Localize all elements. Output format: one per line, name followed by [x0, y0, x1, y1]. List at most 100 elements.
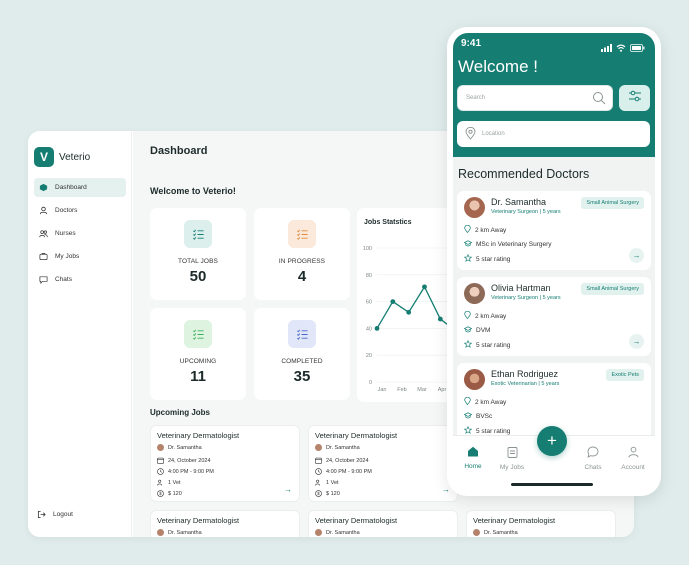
location-input[interactable]: Location	[457, 121, 650, 147]
chat-icon	[587, 446, 599, 460]
stat-label: IN PROGRESS	[278, 258, 326, 265]
x-tick-label: Feb	[397, 387, 406, 393]
arrow-right-icon[interactable]: →	[629, 248, 644, 263]
wifi-icon	[616, 39, 626, 57]
job-title: Veterinary Dermatologist	[157, 431, 240, 440]
y-tick-label: 100	[363, 246, 372, 252]
sidebar-item-label: My Jobs	[55, 253, 80, 260]
stat-label: COMPLETED	[281, 358, 323, 365]
checklist-icon	[184, 320, 212, 348]
data-point	[437, 316, 443, 322]
doctor-education: DVM	[476, 327, 491, 334]
specialty-badge: Exotic Pets	[606, 369, 644, 381]
star-icon	[463, 339, 473, 350]
calendar-icon	[315, 457, 322, 464]
sidebar-item-doctors[interactable]: Doctors	[34, 201, 126, 220]
job-time: 4:00 PM - 9:00 PM	[168, 468, 214, 475]
add-fab-button[interactable]: +	[537, 426, 567, 456]
job-title: Veterinary Dermatologist	[315, 431, 398, 440]
users-icon	[315, 479, 322, 486]
arrow-right-icon[interactable]: →	[442, 485, 450, 494]
graduation-cap-icon	[463, 412, 473, 421]
job-card[interactable]: Veterinary Dermatologist Dr. Samantha	[150, 510, 300, 537]
stat-label: TOTAL JOBS	[178, 258, 218, 265]
location-pin-icon	[465, 126, 476, 145]
doctor-education: BVSc	[476, 413, 493, 420]
doctor-rating: 5 star rating	[476, 341, 511, 349]
user-icon	[39, 206, 48, 215]
sidebar-item-my-jobs[interactable]: My Jobs	[34, 247, 126, 266]
status-icons	[601, 39, 645, 57]
job-card[interactable]: Veterinary Dermatologist Dr. Samantha	[466, 510, 616, 537]
app-logo[interactable]: V Veterio	[34, 147, 90, 167]
job-card[interactable]: Veterinary Dermatologist Dr. Samantha 24…	[308, 425, 458, 502]
avatar	[315, 444, 322, 451]
sidebar-item-dashboard[interactable]: Dashboard	[34, 178, 126, 197]
job-doctor: Dr. Samantha	[326, 529, 360, 536]
arrow-right-icon[interactable]: →	[629, 334, 644, 349]
graduation-cap-icon	[463, 326, 473, 335]
x-tick-label: Jan	[378, 387, 387, 393]
job-card[interactable]: Veterinary Dermatologist Dr. Samantha	[308, 510, 458, 537]
doctor-card[interactable]: Dr. Samantha Veterinary Surgeon | 5 year…	[457, 191, 651, 270]
stat-card-upcoming[interactable]: UPCOMING 11	[150, 308, 246, 400]
stat-card-in-progress[interactable]: IN PROGRESS 4	[254, 208, 350, 300]
doctor-card[interactable]: Olivia Hartman Veterinary Surgeon | 5 ye…	[457, 277, 651, 356]
star-icon	[463, 253, 473, 264]
job-pay: $ 120	[168, 490, 182, 497]
tab-my-jobs[interactable]: My Jobs	[494, 446, 530, 471]
doctor-rating: 5 star rating	[476, 427, 511, 435]
tab-label: Chats	[584, 464, 602, 471]
clock-icon	[315, 468, 322, 475]
data-point	[406, 309, 412, 315]
doctor-name: Dr. Samantha	[491, 197, 547, 207]
doctor-role: Exotic Veterinarian | 5 years	[491, 381, 560, 387]
checklist-icon	[288, 320, 316, 348]
status-time: 9:41	[461, 38, 482, 49]
job-card[interactable]: Veterinary Dermatologist Dr. Samantha 24…	[150, 425, 300, 502]
job-title: Veterinary Dermatologist	[315, 516, 398, 525]
tab-chats[interactable]: Chats	[575, 446, 611, 471]
location-placeholder: Location	[482, 131, 505, 137]
sidebar-item-label: Dashboard	[55, 184, 87, 191]
job-date: 24, October 2024	[168, 457, 211, 464]
search-placeholder: Search	[466, 95, 486, 101]
sidebar-item-label: Chats	[55, 276, 72, 283]
doctor-role: Veterinary Surgeon | 5 years	[491, 209, 561, 215]
search-input[interactable]: Search	[457, 85, 613, 111]
x-tick-label: Apr	[438, 387, 447, 393]
doctor-distance: 2 km Away	[475, 226, 507, 234]
job-pay: $ 120	[326, 490, 340, 497]
doctor-name: Olivia Hartman	[491, 283, 551, 293]
data-point	[374, 326, 380, 331]
doctor-distance: 2 km Away	[475, 398, 507, 406]
filter-button[interactable]	[619, 85, 650, 111]
data-point	[390, 299, 396, 304]
sidebar-item-nurses[interactable]: Nurses	[34, 224, 126, 243]
welcome-heading: Welcome !	[458, 57, 538, 76]
job-date: 24, October 2024	[326, 457, 369, 464]
arrow-right-icon[interactable]: →	[284, 485, 292, 494]
sidebar-item-chats[interactable]: Chats	[34, 270, 126, 289]
stat-label: UPCOMING	[179, 358, 217, 365]
doctor-education: MSc in Veterinary Surgery	[476, 241, 552, 248]
logout-icon	[37, 510, 46, 519]
job-title: Veterinary Dermatologist	[157, 516, 240, 525]
battery-icon	[630, 39, 645, 57]
clock-icon	[157, 468, 164, 475]
stat-value: 35	[293, 368, 311, 385]
y-tick-label: 60	[366, 300, 372, 306]
page-title: Dashboard	[150, 145, 208, 157]
avatar	[464, 283, 485, 304]
stat-card-total-jobs[interactable]: TOTAL JOBS 50	[150, 208, 246, 300]
avatar	[473, 529, 480, 536]
mobile-header: 9:41 Welcome ! Search Location	[453, 33, 655, 157]
avatar	[157, 529, 164, 536]
tab-account[interactable]: Account	[615, 446, 651, 471]
tab-home[interactable]: Home	[455, 446, 491, 470]
calendar-icon	[157, 457, 164, 464]
logout-button[interactable]: Logout	[34, 510, 73, 519]
clipboard-icon	[507, 446, 518, 460]
stat-card-completed[interactable]: COMPLETED 35	[254, 308, 350, 400]
location-pin-icon	[464, 310, 471, 321]
